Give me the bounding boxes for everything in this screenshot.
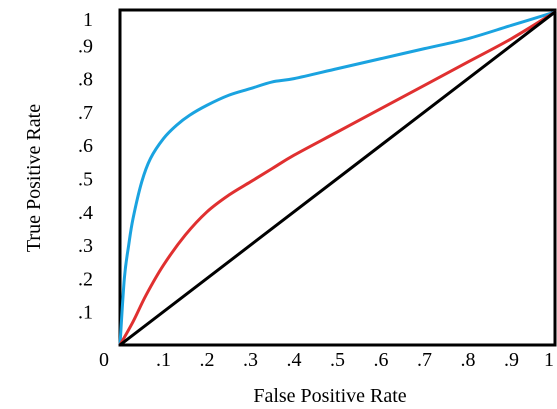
roc-diagonal-line: [118, 10, 557, 347]
x-axis-title: False Positive Rate: [253, 385, 406, 407]
y-tick-label: .5: [78, 169, 93, 191]
x-tick-label: .8: [461, 349, 476, 371]
y-tick-label: .8: [78, 69, 93, 91]
y-tick-label: 1: [83, 9, 93, 31]
y-tick-labels: .1 .2 .3 .4 .5 .6 .7 .8 .9 1: [78, 9, 93, 324]
y-axis-title: True Positive Rate: [23, 104, 45, 252]
x-tick-label: .3: [243, 349, 258, 371]
y-tick-label: .1: [78, 302, 93, 324]
x-tick-label: .6: [374, 349, 389, 371]
x-tick-label: 0: [99, 349, 109, 371]
y-tick-label: .2: [78, 268, 93, 290]
x-tick-label: .2: [200, 349, 215, 371]
x-tick-label: .1: [156, 349, 171, 371]
roc-curve-blue: [118, 10, 557, 347]
x-tick-labels: 0 .1 .2 .3 .4 .5 .6 .7 .8 .9 1: [99, 349, 554, 371]
series-layer: [118, 10, 557, 347]
y-tick-label: .4: [78, 202, 93, 224]
y-tick-label: .3: [78, 235, 93, 257]
y-tick-label: .9: [78, 35, 93, 57]
x-tick-label: .5: [330, 349, 345, 371]
roc-curve-red: [118, 10, 557, 347]
plot-frame: [118, 8, 557, 347]
y-tick-label: .6: [78, 135, 93, 157]
x-tick-label: .7: [417, 349, 432, 371]
x-tick-label: .4: [287, 349, 302, 371]
x-tick-label: .9: [504, 349, 519, 371]
y-tick-label: .7: [78, 102, 93, 124]
x-tick-label: 1: [544, 349, 554, 371]
